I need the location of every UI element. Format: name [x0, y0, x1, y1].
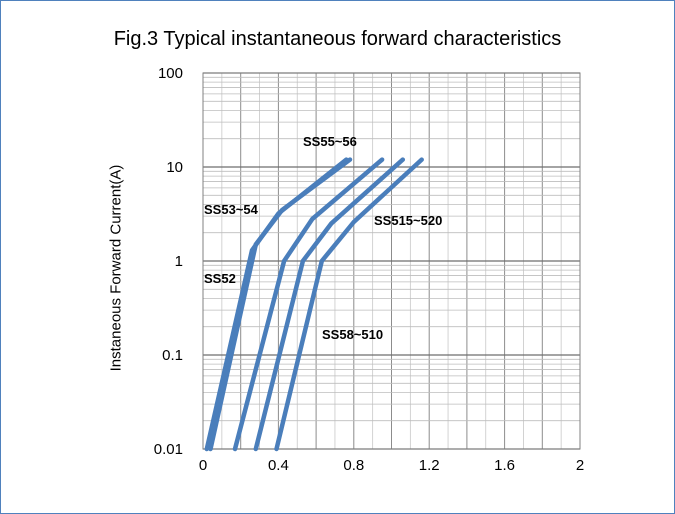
- series-line: [232, 157, 385, 452]
- series-annotation: SS53~54: [204, 202, 259, 217]
- y-tick-label: 10: [166, 159, 183, 176]
- y-tick-label: 0.1: [162, 347, 183, 364]
- series-annotation: SS58~510: [322, 327, 383, 342]
- x-tick-label: 1.6: [494, 457, 515, 474]
- chart-title: Fig.3 Typical instantaneous forward char…: [113, 28, 562, 50]
- series-line: [208, 157, 353, 452]
- series-annotation: SS55~56: [303, 134, 357, 149]
- x-tick-label: 0.4: [268, 457, 289, 474]
- y-tick-label: 0.01: [154, 441, 183, 458]
- y-tick-label: 1: [175, 253, 183, 270]
- x-tick-label: 2: [576, 457, 584, 474]
- y-tick-label: 100: [158, 65, 183, 82]
- series-annotation: SS515~520: [374, 213, 442, 228]
- x-tick-label: 1.2: [419, 457, 440, 474]
- series-annotation: SS52: [204, 271, 236, 286]
- x-tick-label: 0: [199, 457, 207, 474]
- series-line: [253, 157, 406, 452]
- x-tick-label: 0.8: [343, 457, 364, 474]
- series-line: [274, 157, 424, 452]
- plot-border: [202, 72, 581, 450]
